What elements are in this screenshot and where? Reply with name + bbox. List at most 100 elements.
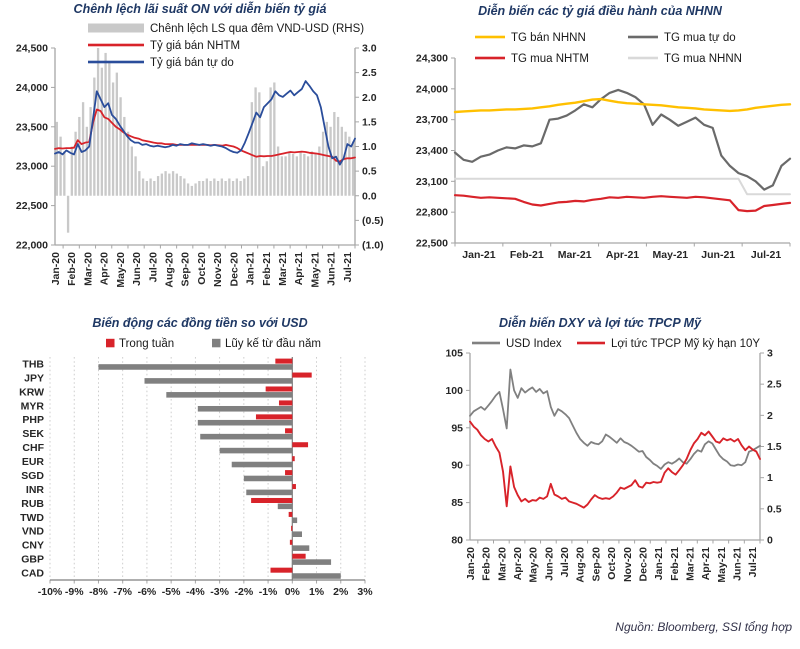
svg-text:0: 0 [767, 535, 773, 547]
source-note: Nguồn: Bloomberg, SSI tổng hợp [615, 620, 792, 634]
svg-text:TG mua NHNN: TG mua NHNN [664, 53, 742, 65]
chart-title: Diễn biến DXY và lợi tức TPCP Mỹ [498, 316, 702, 330]
svg-text:Jun-20: Jun-20 [543, 547, 555, 581]
svg-text:0.5: 0.5 [362, 166, 377, 178]
svg-text:90: 90 [451, 460, 463, 472]
svg-text:Nov-20: Nov-20 [622, 547, 634, 582]
svg-text:22,500: 22,500 [416, 238, 448, 250]
svg-text:TG mua tự do: TG mua tự do [664, 32, 736, 44]
svg-text:Apr-21: Apr-21 [700, 547, 712, 580]
svg-text:1: 1 [767, 472, 773, 484]
svg-text:22,000: 22,000 [16, 240, 48, 252]
svg-text:THB: THB [22, 358, 44, 370]
svg-text:95: 95 [451, 422, 463, 434]
svg-text:2.5: 2.5 [362, 67, 377, 79]
svg-text:2: 2 [767, 410, 773, 422]
svg-text:24,000: 24,000 [416, 83, 448, 95]
svg-text:24,300: 24,300 [416, 53, 448, 65]
svg-text:PHP: PHP [22, 414, 44, 426]
svg-text:1.5: 1.5 [362, 116, 377, 128]
svg-text:May-21: May-21 [653, 249, 689, 261]
chart-nhnn-rates: Diễn biến các tỷ giá điều hành của NHNN … [400, 0, 800, 310]
svg-text:Dec-20: Dec-20 [228, 252, 240, 287]
svg-text:Mar-20: Mar-20 [496, 547, 508, 581]
chart-currency-moves: Biến động các đồng tiền so với USD -10% -… [0, 310, 400, 620]
svg-text:1.0: 1.0 [362, 141, 377, 153]
svg-text:Jul-21: Jul-21 [342, 252, 354, 283]
svg-text:22,500: 22,500 [16, 200, 48, 212]
svg-text:Feb-21: Feb-21 [510, 249, 544, 261]
svg-text:Oct-20: Oct-20 [606, 547, 618, 580]
svg-text:Jan-20: Jan-20 [50, 252, 62, 285]
svg-text:Apr-21: Apr-21 [606, 249, 639, 261]
svg-text:May-20: May-20 [115, 252, 127, 288]
svg-text:Aug-20: Aug-20 [164, 252, 176, 288]
svg-text:-1%: -1% [259, 586, 278, 598]
svg-text:23,400: 23,400 [416, 145, 448, 157]
svg-text:-2%: -2% [235, 586, 254, 598]
chart-canvas: 24,500 24,000 23,500 23,000 22,500 22,000 3.0 2… [16, 23, 384, 288]
svg-text:EUR: EUR [22, 456, 45, 468]
svg-text:CAD: CAD [21, 568, 44, 580]
svg-text:RUB: RUB [21, 498, 44, 510]
svg-text:Jul-21: Jul-21 [751, 249, 782, 261]
svg-text:(1.0): (1.0) [362, 240, 384, 252]
svg-text:0.0: 0.0 [362, 190, 377, 202]
svg-text:Apr-21: Apr-21 [293, 252, 305, 285]
svg-text:24,500: 24,500 [16, 43, 48, 55]
svg-text:1.5: 1.5 [767, 441, 782, 453]
svg-text:Chênh lệch LS qua đêm VND-USD: Chênh lệch LS qua đêm VND-USD (RHS) [150, 23, 364, 35]
svg-text:Jul-21: Jul-21 [747, 547, 759, 578]
svg-text:Trong tuần: Trong tuần [119, 338, 174, 350]
chart-canvas: 24,300 24,000 23,700 23,400 23,100 22,800 22,5… [416, 32, 792, 261]
svg-text:0%: 0% [285, 586, 301, 598]
svg-text:85: 85 [451, 497, 463, 509]
svg-text:Jun-21: Jun-21 [701, 249, 735, 261]
svg-text:SGD: SGD [21, 470, 44, 482]
svg-text:Mar-21: Mar-21 [558, 249, 592, 261]
chart-title: Chênh lệch lãi suất ON với diễn biến tỷ … [73, 2, 327, 16]
svg-text:Tỷ giá bán NHTM: Tỷ giá bán NHTM [150, 40, 240, 52]
svg-text:USD Index: USD Index [506, 338, 562, 350]
svg-text:CHF: CHF [22, 442, 44, 454]
svg-text:2.0: 2.0 [362, 92, 377, 104]
chart-on-spread-fx: Chênh lệch lãi suất ON với diễn biến tỷ … [0, 0, 400, 310]
svg-text:TG mua NHTM: TG mua NHTM [511, 53, 589, 65]
svg-text:23,000: 23,000 [16, 161, 48, 173]
svg-text:Feb-20: Feb-20 [481, 547, 493, 581]
svg-text:Jan-21: Jan-21 [462, 249, 495, 261]
svg-text:-6%: -6% [138, 586, 157, 598]
svg-text:SEK: SEK [22, 428, 44, 440]
svg-text:GBP: GBP [21, 554, 44, 566]
svg-text:24,000: 24,000 [16, 82, 48, 94]
svg-text:(0.5): (0.5) [362, 215, 384, 227]
svg-text:Feb-21: Feb-21 [669, 547, 681, 581]
svg-text:22,800: 22,800 [416, 207, 448, 219]
svg-text:Lợi tức TPCP Mỹ kỳ hạn 10Y: Lợi tức TPCP Mỹ kỳ hạn 10Y [611, 338, 760, 350]
svg-text:Mar-21: Mar-21 [684, 547, 696, 581]
chart-canvas: -10% -9% -8% -7% -6% -5% -4% -3% -2% -1% 0% 1% 2% 3% T… [19, 338, 373, 598]
svg-text:-4%: -4% [186, 586, 205, 598]
svg-text:JPY: JPY [24, 372, 44, 384]
svg-text:80: 80 [451, 535, 463, 547]
svg-text:3%: 3% [357, 586, 373, 598]
svg-text:Lũy kế từ đầu năm: Lũy kế từ đầu năm [225, 338, 321, 350]
svg-text:1%: 1% [309, 586, 325, 598]
svg-text:23,700: 23,700 [416, 114, 448, 126]
svg-text:May-21: May-21 [309, 252, 321, 288]
svg-text:23,500: 23,500 [16, 121, 48, 133]
svg-text:Nov-20: Nov-20 [212, 252, 224, 287]
svg-text:May-20: May-20 [528, 547, 540, 583]
svg-text:105: 105 [445, 348, 463, 360]
svg-text:Tỷ giá bán tự do: Tỷ giá bán tự do [150, 57, 234, 69]
svg-text:-8%: -8% [89, 586, 108, 598]
svg-text:Jan-21: Jan-21 [245, 252, 257, 285]
svg-text:Jan-21: Jan-21 [653, 547, 665, 580]
svg-text:KRW: KRW [19, 386, 44, 398]
svg-text:Mar-21: Mar-21 [277, 252, 289, 286]
chart-title: Diễn biến các tỷ giá điều hành của NHNN [478, 4, 722, 18]
svg-text:-7%: -7% [113, 586, 132, 598]
chart-title: Biến động các đồng tiền so với USD [92, 316, 308, 330]
svg-text:MYR: MYR [21, 400, 45, 412]
svg-text:Jul-20: Jul-20 [147, 252, 159, 283]
